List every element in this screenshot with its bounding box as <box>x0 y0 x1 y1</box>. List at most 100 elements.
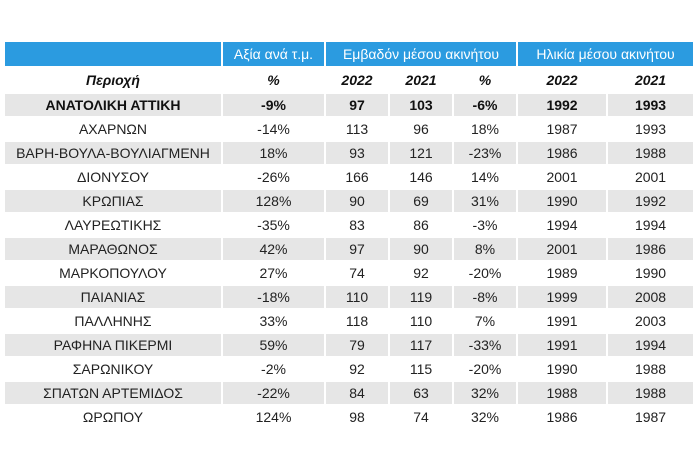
subheader-area-2022: 2022 <box>326 68 388 92</box>
age-2021-cell: 1993 <box>608 94 694 116</box>
region-cell: ΜΑΡΚΟΠΟΥΛΟΥ <box>5 262 221 284</box>
age-2021-cell: 1988 <box>608 142 694 164</box>
group-header-blank <box>5 42 221 66</box>
age-2021-cell: 2001 <box>608 166 694 188</box>
value-pct-cell: -9% <box>223 94 324 116</box>
value-pct-cell: -35% <box>223 214 324 236</box>
area-pct-cell: 14% <box>454 166 517 188</box>
subheader-row: Περιοχή % 2022 2021 % 2022 2021 <box>5 68 694 92</box>
age-2021-cell: 2008 <box>608 286 694 308</box>
value-pct-cell: 33% <box>223 310 324 332</box>
age-2022-cell: 1992 <box>518 94 607 116</box>
age-2021-cell: 1994 <box>608 334 694 356</box>
group-header-average-age: Ηλικία μέσου ακινήτου <box>518 42 694 66</box>
area-pct-cell: 32% <box>454 382 517 404</box>
area-2022-cell: 93 <box>326 142 388 164</box>
table-row: ΚΡΩΠΙΑΣ 128% 90 69 31% 1990 1992 <box>5 190 694 212</box>
age-2022-cell: 1994 <box>518 214 607 236</box>
area-2022-cell: 92 <box>326 358 388 380</box>
age-2022-cell: 1988 <box>518 382 607 404</box>
age-2022-cell: 1986 <box>518 406 607 428</box>
age-2021-cell: 1988 <box>608 382 694 404</box>
table-row: ΡΑΦΗΝΑ ΠΙΚΕΡΜΙ 59% 79 117 -33% 1991 1994 <box>5 334 694 356</box>
region-cell: ΚΡΩΠΙΑΣ <box>5 190 221 212</box>
group-header-average-area: Εμβαδόν μέσου ακινήτου <box>326 42 517 66</box>
area-pct-cell: -23% <box>454 142 517 164</box>
age-2022-cell: 1990 <box>518 190 607 212</box>
age-2022-cell: 1991 <box>518 334 607 356</box>
region-cell: ΠΑΙΑΝΙΑΣ <box>5 286 221 308</box>
value-pct-cell: 42% <box>223 238 324 260</box>
area-2022-cell: 166 <box>326 166 388 188</box>
table-row: ΠΑΛΛΗΝΗΣ 33% 118 110 7% 1991 2003 <box>5 310 694 332</box>
subheader-age-2022: 2022 <box>518 68 607 92</box>
area-2021-cell: 63 <box>390 382 452 404</box>
area-pct-cell: 18% <box>454 118 517 140</box>
area-pct-cell: 8% <box>454 238 517 260</box>
value-pct-cell: 124% <box>223 406 324 428</box>
age-2021-cell: 1994 <box>608 214 694 236</box>
area-2021-cell: 146 <box>390 166 452 188</box>
value-pct-cell: -2% <box>223 358 324 380</box>
table-row: ΣΑΡΩΝΙΚΟΥ -2% 92 115 -20% 1990 1988 <box>5 358 694 380</box>
area-2022-cell: 83 <box>326 214 388 236</box>
area-2021-cell: 74 <box>390 406 452 428</box>
region-cell: ΣΑΡΩΝΙΚΟΥ <box>5 358 221 380</box>
value-pct-cell: -26% <box>223 166 324 188</box>
value-pct-cell: -22% <box>223 382 324 404</box>
region-cell: ΑΝΑΤΟΛΙΚΗ ΑΤΤΙΚΗ <box>5 94 221 116</box>
age-2021-cell: 1986 <box>608 238 694 260</box>
subheader-value-pct: % <box>223 68 324 92</box>
area-2022-cell: 113 <box>326 118 388 140</box>
area-2021-cell: 90 <box>390 238 452 260</box>
area-pct-cell: 31% <box>454 190 517 212</box>
table-row: ΛΑΥΡΕΩΤΙΚΗΣ -35% 83 86 -3% 1994 1994 <box>5 214 694 236</box>
table-row: ΑΧΑΡΝΩΝ -14% 113 96 18% 1987 1993 <box>5 118 694 140</box>
area-pct-cell: -20% <box>454 358 517 380</box>
area-pct-cell: -6% <box>454 94 517 116</box>
area-pct-cell: 32% <box>454 406 517 428</box>
area-2022-cell: 90 <box>326 190 388 212</box>
area-2022-cell: 97 <box>326 238 388 260</box>
area-pct-cell: -3% <box>454 214 517 236</box>
area-2022-cell: 98 <box>326 406 388 428</box>
area-2022-cell: 110 <box>326 286 388 308</box>
area-2021-cell: 86 <box>390 214 452 236</box>
area-pct-cell: -8% <box>454 286 517 308</box>
group-header-row: Αξία ανά τ.μ. Εμβαδόν μέσου ακινήτου Ηλι… <box>5 42 694 66</box>
area-2021-cell: 119 <box>390 286 452 308</box>
table-row-total: ΑΝΑΤΟΛΙΚΗ ΑΤΤΙΚΗ -9% 97 103 -6% 1992 1993 <box>5 94 694 116</box>
table-body: ΑΝΑΤΟΛΙΚΗ ΑΤΤΙΚΗ -9% 97 103 -6% 1992 1993 ΑΧΑΡΝ… <box>5 94 694 428</box>
age-2022-cell: 1999 <box>518 286 607 308</box>
region-cell: ΑΧΑΡΝΩΝ <box>5 118 221 140</box>
area-2021-cell: 115 <box>390 358 452 380</box>
value-pct-cell: -14% <box>223 118 324 140</box>
area-pct-cell: -33% <box>454 334 517 356</box>
age-2021-cell: 2003 <box>608 310 694 332</box>
table-row: ΔΙΟΝΥΣΟΥ -26% 166 146 14% 2001 2001 <box>5 166 694 188</box>
region-cell: ΣΠΑΤΩΝ ΑΡΤΕΜΙΔΟΣ <box>5 382 221 404</box>
table-row: ΩΡΩΠΟΥ 124% 98 74 32% 1986 1987 <box>5 406 694 428</box>
value-pct-cell: 128% <box>223 190 324 212</box>
value-pct-cell: -18% <box>223 286 324 308</box>
age-2021-cell: 1987 <box>608 406 694 428</box>
area-pct-cell: 7% <box>454 310 517 332</box>
table-row: ΜΑΡΚΟΠΟΥΛΟΥ 27% 74 92 -20% 1989 1990 <box>5 262 694 284</box>
real-estate-table: Αξία ανά τ.μ. Εμβαδόν μέσου ακινήτου Ηλι… <box>3 40 695 430</box>
age-2022-cell: 1987 <box>518 118 607 140</box>
area-2021-cell: 92 <box>390 262 452 284</box>
age-2021-cell: 1993 <box>608 118 694 140</box>
region-cell: ΒΑΡΗ-ΒΟΥΛΑ-ΒΟΥΛΙΑΓΜΕΝΗ <box>5 142 221 164</box>
area-pct-cell: -20% <box>454 262 517 284</box>
region-cell: ΡΑΦΗΝΑ ΠΙΚΕΡΜΙ <box>5 334 221 356</box>
subheader-region: Περιοχή <box>5 68 221 92</box>
region-cell: ΠΑΛΛΗΝΗΣ <box>5 310 221 332</box>
subheader-area-2021: 2021 <box>390 68 452 92</box>
area-2021-cell: 110 <box>390 310 452 332</box>
area-2021-cell: 103 <box>390 94 452 116</box>
value-pct-cell: 18% <box>223 142 324 164</box>
area-2021-cell: 121 <box>390 142 452 164</box>
table-row: ΠΑΙΑΝΙΑΣ -18% 110 119 -8% 1999 2008 <box>5 286 694 308</box>
region-cell: ΔΙΟΝΥΣΟΥ <box>5 166 221 188</box>
value-pct-cell: 27% <box>223 262 324 284</box>
